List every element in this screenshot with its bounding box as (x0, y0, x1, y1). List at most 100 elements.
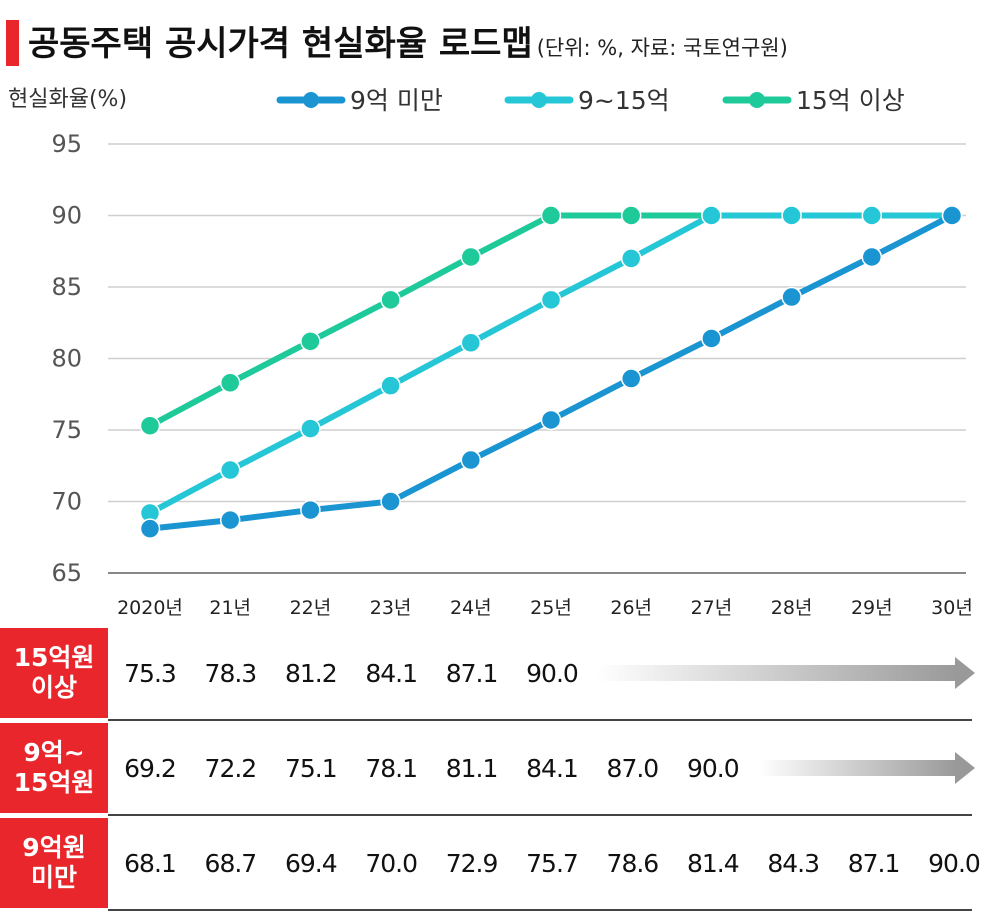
data-point (139, 415, 161, 436)
table-cell: 87.1 (445, 658, 499, 688)
data-point (219, 509, 241, 531)
data-table: 15억원 이상 75.3 78.3 81.2 84.1 87.1 90.0 9억~ 15억원 6… (0, 628, 994, 918)
row-divider (108, 909, 972, 911)
row-divider (108, 719, 972, 721)
data-point (460, 246, 482, 268)
table-cell: 69.2 (124, 753, 177, 783)
table-cell: 68.1 (124, 848, 177, 878)
data-point (300, 418, 321, 439)
x-tick-label: 29년 (851, 597, 893, 619)
series-line (149, 212, 954, 532)
series-line (148, 212, 952, 429)
row-label: 9억원 미만 (0, 818, 108, 908)
table-cell: 84.1 (526, 753, 579, 783)
data-point (701, 205, 722, 226)
continuation-arrow-icon (955, 752, 975, 784)
table-cell: 75.3 (124, 658, 177, 688)
table-cell: 90.0 (928, 848, 981, 878)
table-cell: 81.4 (686, 848, 740, 878)
legend-marker (749, 92, 765, 108)
continuation-arrow-bar (597, 665, 955, 681)
row-label: 15억원 이상 (0, 628, 108, 718)
y-tick-label: 85 (51, 273, 82, 301)
x-tick-label: 23년 (370, 597, 412, 619)
data-point (139, 518, 161, 539)
data-point (300, 331, 321, 352)
table-cell: 72.9 (445, 848, 499, 878)
data-point (540, 289, 562, 311)
y-axis: 95 90 85 80 75 70 65 (51, 130, 82, 587)
data-point (861, 205, 883, 226)
x-tick-label: 26년 (610, 597, 652, 619)
series-group (139, 205, 963, 539)
table-cell: 68.7 (204, 848, 258, 878)
row-label: 9억~ 15억원 (0, 723, 108, 813)
legend-label: 9~15억 (578, 86, 670, 115)
data-point (460, 449, 482, 471)
x-tick-label: 24년 (450, 597, 492, 619)
chart-title: 공동주택 공시가격 현실화율 로드맵 (단위: %, 자료: 국토연구원) (28, 16, 788, 65)
continuation-arrow-icon (955, 657, 975, 689)
y-tick-label: 80 (51, 345, 82, 373)
table-cell: 75.7 (526, 848, 579, 878)
legend-marker (303, 92, 319, 108)
continuation-arrow-bar (758, 760, 955, 776)
table-cell: 78.1 (365, 753, 418, 783)
data-point (941, 205, 963, 226)
y-tick-label: 75 (51, 416, 82, 444)
series-group (139, 205, 963, 436)
x-tick-label: 21년 (209, 597, 251, 619)
series-group (139, 205, 963, 524)
table-cell: 70.0 (365, 848, 418, 878)
table-cell: 69.4 (284, 848, 338, 878)
y-tick-label: 90 (51, 202, 82, 230)
table-cell: 75.1 (284, 753, 338, 783)
data-point (219, 372, 241, 394)
chart-gridlines (108, 143, 966, 574)
legend-label: 15억 이상 (796, 86, 905, 115)
data-point (540, 205, 562, 226)
data-point (380, 491, 401, 512)
x-tick-label: 28년 (771, 597, 813, 619)
table-row: 9억~ 15억원 69.2 72.2 75.1 78.1 81.1 84.1 87.0 90.0 (0, 723, 994, 813)
data-point (620, 205, 642, 226)
data-point (861, 246, 883, 268)
data-point (781, 205, 802, 226)
data-point (460, 332, 482, 354)
table-cell: 81.2 (284, 658, 338, 688)
y-axis-label: 현실화율(%) (8, 87, 127, 112)
chart-title-text: 공동주택 공시가격 현실화율 로드맵 (28, 24, 533, 64)
table-row: 15억원 이상 75.3 78.3 81.2 84.1 87.1 90.0 (0, 628, 994, 718)
y-tick-label: 70 (51, 488, 82, 516)
chart-source-note: (단위: %, 자료: 국토연구원) (536, 36, 788, 60)
table-cell: 84.3 (767, 848, 820, 878)
x-tick-label: 22년 (290, 597, 332, 619)
table-cell: 90.0 (526, 658, 579, 688)
legend-label: 9억 미만 (350, 86, 443, 115)
y-tick-label: 95 (51, 130, 82, 158)
table-cell: 81.1 (445, 753, 499, 783)
data-point (620, 368, 642, 389)
y-tick-label: 65 (51, 559, 82, 587)
data-point (219, 459, 241, 481)
table-cell: 90.0 (686, 753, 740, 783)
x-tick-label: 2020년 (117, 597, 183, 619)
data-point (620, 248, 642, 269)
table-row: 9억원 미만 68.1 68.7 69.4 70.0 72.9 75.7 78.6 81.4 84… (0, 818, 994, 908)
data-point (300, 499, 321, 521)
row-divider (108, 814, 972, 816)
x-tick-label: 30년 (931, 597, 973, 619)
data-point (540, 409, 562, 431)
data-point (781, 286, 802, 308)
title-accent-bar (6, 20, 19, 66)
table-cell: 87.0 (606, 753, 660, 783)
data-point (380, 375, 401, 396)
x-tick-label: 25년 (530, 597, 572, 619)
table-cell: 78.6 (606, 848, 660, 878)
chart-legend: 9억 미만 9~15억 15억 이상 (276, 86, 905, 115)
table-cell: 84.1 (365, 658, 418, 688)
table-cell: 78.3 (204, 658, 258, 688)
data-point (380, 289, 401, 311)
data-point (701, 328, 722, 349)
